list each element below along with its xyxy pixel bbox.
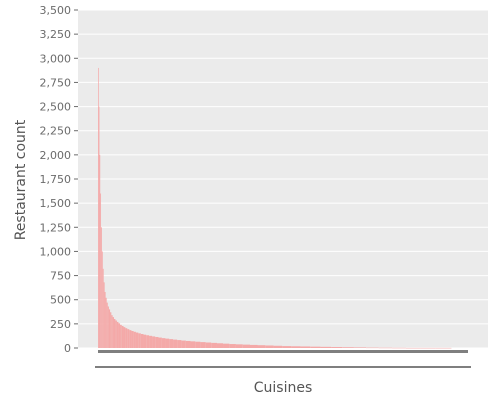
bar [125,328,128,348]
y-tick-label: 2,000 [40,149,72,162]
bar [129,330,132,348]
x-axis-title: Cuisines [254,380,313,396]
bar [169,339,174,348]
y-axis-title: Restaurant count [13,119,29,240]
bar [173,339,178,348]
bar [138,333,141,348]
bar [211,342,217,348]
bar [265,345,274,348]
grid-lines [78,9,488,349]
y-tick-label: 750 [50,270,71,283]
bar [273,345,283,348]
bar [200,342,206,348]
y-tick-label: 2,750 [40,76,72,89]
bar [140,334,144,348]
bar [120,324,122,348]
bar [158,337,162,348]
bar [223,343,230,348]
bar [300,346,311,348]
bar [420,347,436,349]
bar [353,347,367,348]
bar [242,344,250,348]
bar [98,106,100,348]
bar [235,344,243,348]
bar [101,227,102,348]
bars [98,67,452,349]
bar [135,332,139,348]
y-tick-label: 1,250 [40,221,72,234]
y-tick-label: 2,500 [40,101,72,114]
bar [127,329,130,348]
bar [98,67,99,348]
bar [195,341,201,348]
bar [282,346,292,348]
bar [155,336,159,348]
bar [102,268,104,348]
bar [100,193,102,348]
bar [110,312,112,348]
bar [161,338,166,348]
bar [101,251,103,348]
bar [121,325,124,348]
bar [257,345,266,348]
bar [111,315,113,348]
bar [131,331,134,348]
bar [205,342,212,348]
bar [143,334,147,348]
bar [118,323,121,348]
bar [106,302,108,348]
bar [152,336,156,348]
x-axis-range-bar [98,350,468,353]
bar [392,347,406,349]
y-tick-label: 3,500 [40,4,72,17]
bar [103,282,105,348]
bar [378,347,393,349]
bar [99,154,101,348]
y-tick-label: 0 [64,342,71,355]
y-tick-labels: 0 250 500 750 1,000 1,250 1,500 1,750 2,000 2,250… [40,4,78,355]
bar [177,340,182,348]
bar [146,335,150,348]
bar [112,317,114,348]
bar [291,346,301,348]
bar [435,347,452,349]
bar [310,346,321,348]
bar [229,344,236,348]
bar [331,347,343,348]
bar [113,319,116,348]
y-tick-label: 250 [50,318,71,331]
bar [216,343,224,348]
bar [115,320,117,348]
y-tick-label: 1,000 [40,245,72,258]
bar [190,341,196,348]
bar [320,346,332,348]
y-tick-label: 1,750 [40,173,72,186]
bar [185,340,191,348]
bar [342,347,354,348]
bar [116,321,119,348]
bar [181,340,186,348]
bar [149,335,153,348]
y-tick-label: 3,000 [40,52,72,65]
bar [249,344,258,348]
bar [107,306,109,348]
y-tick-label: 2,250 [40,125,72,138]
bar [165,338,170,348]
bar [108,309,111,348]
bar [104,291,106,348]
bar [105,297,107,348]
bar [366,347,379,349]
bar [133,331,136,348]
y-tick-label: 500 [50,294,71,307]
bar [405,347,421,349]
bar [123,327,126,348]
y-tick-label: 3,250 [40,28,72,41]
y-tick-label: 1,500 [40,197,72,210]
